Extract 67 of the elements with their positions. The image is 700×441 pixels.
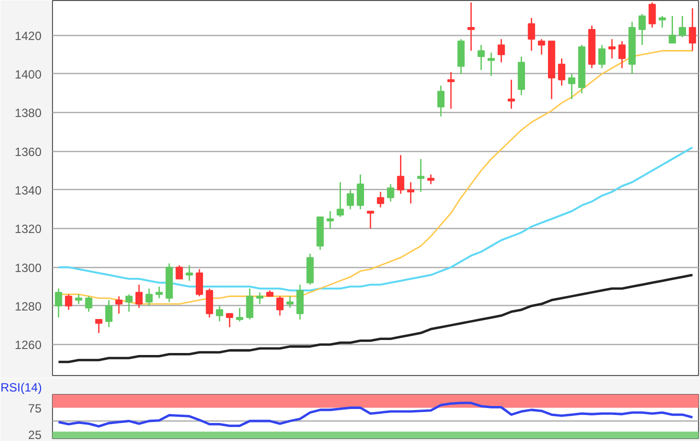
candlestick <box>196 268 204 297</box>
candlestick <box>346 189 354 210</box>
candlestick <box>648 2 656 28</box>
y-tick-label: 1320 <box>14 222 42 236</box>
y-tick-label: 1360 <box>14 144 42 159</box>
candlestick <box>115 296 123 314</box>
y-tick-label: 1420 <box>14 28 42 43</box>
candlestick <box>568 73 576 100</box>
chart-title: RSI(14) <box>0 380 42 394</box>
y-tick-label: 1400 <box>14 67 42 82</box>
candlestick <box>376 191 384 208</box>
candlestick <box>638 13 646 46</box>
line-series <box>57 402 694 428</box>
y-tick-label: 1300 <box>14 260 42 275</box>
candlestick <box>286 296 294 308</box>
candlestick <box>296 284 304 320</box>
y-tick-label: 1260 <box>14 338 42 352</box>
candlestick <box>397 154 404 194</box>
candlestick <box>668 15 676 44</box>
candlestick <box>186 264 193 282</box>
candlestick <box>427 174 434 185</box>
candlestick <box>336 182 344 218</box>
candlestick <box>658 15 666 28</box>
candlestick <box>608 38 616 60</box>
candlestick <box>206 288 214 318</box>
candlestick <box>236 307 244 322</box>
candlestick <box>95 318 102 334</box>
candlestick <box>688 8 696 52</box>
candlestick <box>54 288 62 318</box>
candlestick <box>528 17 536 52</box>
candlestick <box>246 288 254 320</box>
y-tick-label: 75 <box>28 401 42 416</box>
candlestick <box>176 264 183 280</box>
candlestick <box>558 58 566 86</box>
candlestick <box>356 174 364 210</box>
candlestick <box>498 38 505 64</box>
candlestick <box>488 52 495 77</box>
candlestick <box>467 2 475 52</box>
candlestick <box>478 44 485 71</box>
candlestick <box>598 44 606 69</box>
candlestick <box>678 15 686 38</box>
candlestick <box>256 292 264 305</box>
candlestick <box>508 79 515 110</box>
candlestick <box>386 183 394 202</box>
candlestick <box>366 210 374 230</box>
y-tick-label: 1280 <box>14 299 42 314</box>
candlestick <box>85 296 92 312</box>
candlestick <box>105 299 112 328</box>
y-tick-label: 1340 <box>14 183 42 198</box>
candlestick <box>407 182 414 204</box>
candlestick <box>145 288 153 307</box>
line-series <box>57 274 694 364</box>
candlestick <box>417 158 424 193</box>
candlestick <box>226 312 234 328</box>
y-tick-label: 1380 <box>14 106 42 120</box>
candlestick <box>125 294 133 312</box>
candlestick <box>437 84 445 118</box>
y-tick-label: 25 <box>28 428 42 441</box>
candlestick <box>538 38 546 56</box>
candlestick <box>135 284 143 308</box>
candlestick <box>618 40 626 69</box>
candlestick <box>276 296 284 316</box>
candlestick <box>216 305 224 322</box>
candlestick <box>75 294 82 305</box>
candlestick <box>326 210 334 230</box>
candlestick <box>156 286 163 299</box>
candlestick <box>64 294 72 310</box>
